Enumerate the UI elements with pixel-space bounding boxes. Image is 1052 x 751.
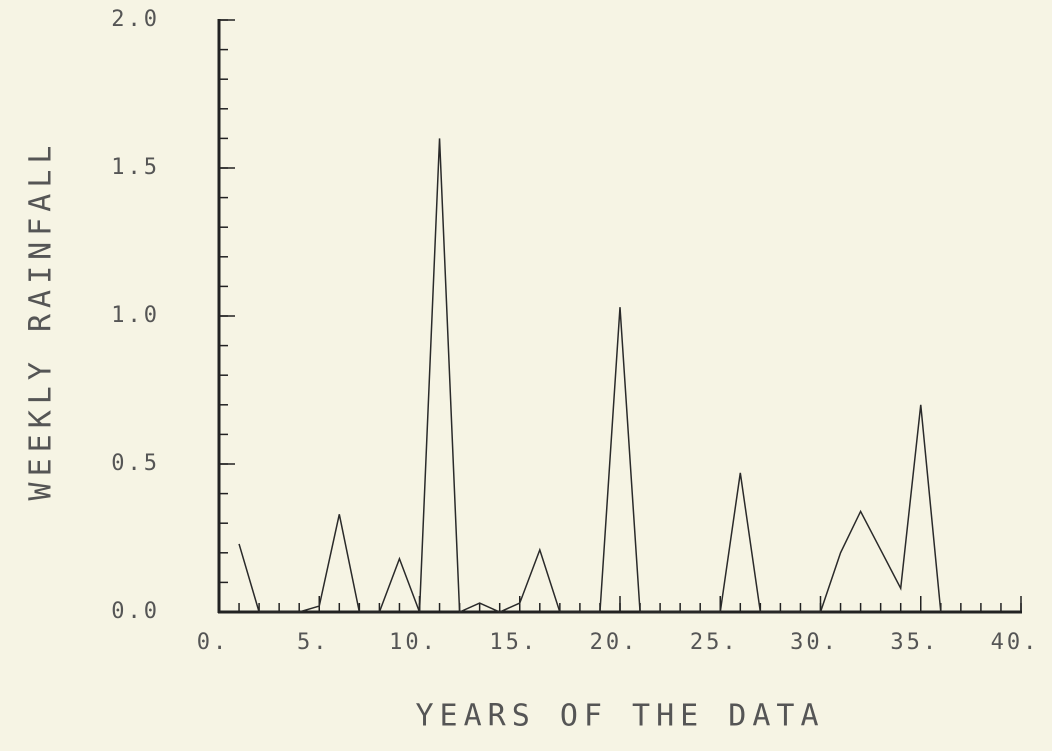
y-tick-label: 0.5	[111, 451, 160, 476]
data-line	[238, 138, 942, 614]
x-tick-label: 10.	[389, 630, 438, 655]
x-tick-label: 15.	[489, 630, 538, 655]
x-axis-label: YEARS OF THE DATA	[415, 699, 824, 734]
x-tick-label: 25.	[690, 630, 739, 655]
y-tick-label: 2.0	[111, 7, 160, 32]
y-tick-label: 0.0	[111, 599, 160, 624]
y-tick-label: 1.0	[111, 303, 160, 328]
x-tick-label: 0.	[197, 630, 230, 655]
x-tick-label: 35.	[890, 630, 939, 655]
y-tick-label: 1.5	[111, 155, 160, 180]
x-tick-label: 5.	[297, 630, 330, 655]
x-tick-label: 40.	[991, 630, 1040, 655]
x-tick-label: 30.	[790, 630, 839, 655]
x-tick-label: 20.	[590, 630, 639, 655]
y-axis-label: WEEKLY RAINFALL	[24, 140, 59, 501]
